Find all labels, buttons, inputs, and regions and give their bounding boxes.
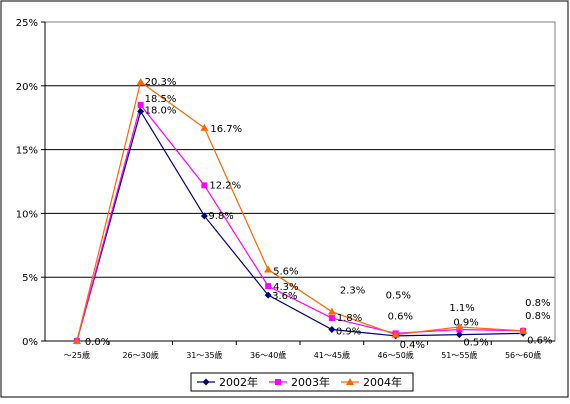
y-tick-label: 20% [16,82,38,93]
data-label: 0.9% [453,318,478,329]
data-label: 0.6% [527,335,552,346]
x-tick-label: 26～30歳 [122,350,158,360]
data-labels: 18.0% 9.8% 3.6% 0.9% 0.4% 0.5% 0.6% 18.5% 12.2% 4… [85,77,553,351]
x-tick-label: 46～50歳 [377,350,413,360]
series-line-1 [76,103,524,342]
point-marker [275,379,281,385]
data-label: 4.3% [273,282,298,293]
point-marker [200,123,209,131]
point-marker [391,330,400,338]
data-label: 1.1% [449,303,474,314]
point-marker [201,182,208,189]
point-marker [202,378,210,386]
data-label: 20.3% [145,77,177,88]
data-label: 3.6% [272,291,297,302]
point-marker [346,378,354,385]
y-tick-label: 5% [22,273,38,284]
x-tick-label: 31～35歳 [186,350,222,360]
data-label: 0.0% [85,337,110,348]
data-label: 5.6% [273,267,298,278]
point-marker [328,315,335,322]
data-label: 0.8% [525,311,550,322]
x-tick-label: 41～45歳 [314,350,350,360]
data-label: 18.0% [145,105,177,116]
point-marker [264,291,272,299]
point-marker [200,212,208,220]
data-label: 1.8% [337,313,362,324]
series-line-0 [76,109,524,342]
point-marker [455,331,463,339]
series-lines [72,77,528,345]
data-label: 2.3% [340,286,365,297]
data-label: 0.8% [525,298,550,309]
point-marker [137,101,144,108]
point-marker [328,326,336,334]
series-line-2 [76,80,524,342]
x-tick-label: 56～60歳 [505,350,541,360]
x-axis: ～25歳 26～30歳 31～35歳 36～40歳 41～45歳 46～50歳 51～55歳… [64,341,541,360]
legend-label: 2003年 [291,375,330,389]
legend-label: 2004年 [363,375,402,389]
point-marker [327,307,336,315]
legend-label: 2002年 [219,375,258,389]
x-tick-label: 36～40歳 [250,350,286,360]
legend-box [190,372,414,392]
y-tick-label: 25% [16,18,38,29]
data-label: 9.8% [208,211,233,222]
y-tick-label: 15% [16,146,38,157]
point-marker [136,77,145,85]
y-axis: 0% 5% 10% 15% 20% 25% [16,18,555,348]
point-marker [264,265,273,273]
point-marker [137,107,145,115]
data-label: 16.7% [210,124,242,135]
data-label: 0.5% [463,338,488,349]
x-tick-label: ～25歳 [64,350,90,360]
legend-items: 2002年 2003年 2004年 [197,375,402,389]
data-label: 0.5% [386,291,411,302]
x-tick-label: 51～55歳 [441,350,477,360]
data-label: 18.5% [145,94,177,105]
point-marker [519,326,528,334]
point-marker [72,337,81,344]
y-tick-label: 0% [22,337,38,348]
data-label: 0.4% [400,340,425,351]
data-label: 12.2% [209,180,241,191]
data-label: 0.6% [388,311,413,322]
point-marker [455,322,464,330]
point-marker [265,283,272,290]
data-label: 0.9% [336,327,361,338]
legend: 2002年 2003年 2004年 [190,372,414,392]
y-tick-label: 10% [16,209,38,220]
